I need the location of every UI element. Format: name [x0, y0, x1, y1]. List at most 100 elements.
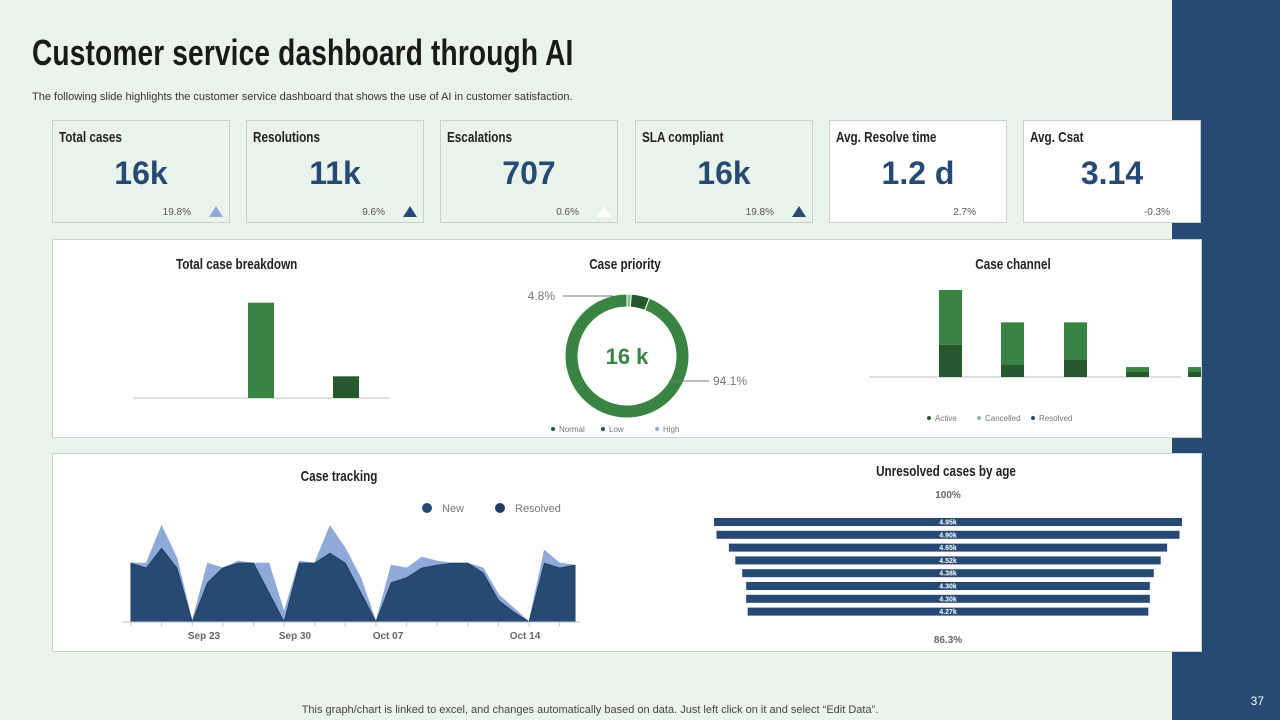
kpi-value: 16k: [697, 155, 751, 191]
channel-bar-active[interactable]: [939, 344, 962, 377]
page-subtitle: The following slide highlights the custo…: [32, 91, 573, 103]
kpi-value: 707: [502, 155, 556, 191]
legend-dot-resolved: [495, 503, 505, 513]
kpi-label: Resolutions: [253, 129, 320, 146]
unresolved-bar[interactable]: [742, 569, 1154, 578]
x-label-sep30: Sep 30: [279, 631, 312, 642]
kpi-change: 2.7%: [953, 207, 976, 218]
legend-dot: [655, 427, 659, 431]
kpi-card-total-cases[interactable]: Total cases 16k 19.8%: [52, 120, 230, 223]
breakdown-bar[interactable]: [333, 376, 359, 398]
legend-resolved: Resolved: [515, 503, 561, 515]
kpi-card-avg-csat[interactable]: Avg. Csat 3.14 -0.3%: [1023, 120, 1201, 223]
legend-active: Active: [935, 414, 957, 423]
channel-legend: Active Cancelled Resolved: [927, 414, 1072, 423]
legend-low: Low: [609, 425, 624, 434]
kpi-card-resolutions[interactable]: Resolutions 11k 9.6%: [246, 120, 424, 223]
tracking-chart: New Resolved Sep 23 Sep 30 Oct 07 Oct 14: [123, 503, 580, 642]
unresolved-bar-label: 4.52k: [939, 558, 957, 565]
x-label-oct07: Oct 07: [373, 631, 404, 642]
priority-label-small: 4.8%: [528, 289, 556, 303]
area-series-resolved: [130, 547, 576, 624]
chart-title-channel: Case channel: [975, 256, 1051, 273]
kpi-value: 11k: [309, 155, 361, 191]
breakdown-chart: [133, 302, 389, 399]
unresolved-chart: 100% 4.95k 4.90k 4.65k 4.52k 4.38k 4.30k 4.30k…: [714, 490, 1182, 646]
trend-up-icon: [403, 206, 417, 217]
charts-panel-bottom: Case tracking Unresolved cases by age Ne…: [52, 453, 1202, 652]
unresolved-bar[interactable]: [746, 594, 1150, 603]
kpi-label: Escalations: [447, 129, 513, 146]
kpi-change: -0.3%: [1143, 207, 1170, 218]
x-label-oct14: Oct 14: [510, 631, 541, 642]
channel-bar-resolved[interactable]: [1126, 367, 1149, 373]
legend-new: New: [442, 503, 464, 515]
kpi-label: SLA compliant: [642, 129, 724, 146]
kpi-value: 3.14: [1080, 155, 1144, 191]
unresolved-bar[interactable]: [747, 607, 1149, 616]
legend-high: High: [663, 425, 679, 434]
x-label-sep23: Sep 23: [188, 631, 221, 642]
legend-dot: [551, 427, 555, 431]
footer-text: This graph/chart is linked to excel, and…: [301, 704, 879, 716]
legend-dot: [977, 416, 981, 420]
kpi-label: Avg. Csat: [1030, 129, 1084, 146]
kpi-value: 16k: [114, 155, 168, 191]
legend-resolved: Resolved: [1039, 414, 1072, 423]
channel-bar-active[interactable]: [1188, 372, 1201, 377]
kpi-change: 9.6%: [362, 207, 385, 218]
unresolved-bar-label: 4.30k: [939, 596, 957, 603]
legend-normal: Normal: [559, 425, 585, 434]
page-title: Customer service dashboard through AI: [32, 32, 574, 73]
kpi-change: 19.8%: [745, 207, 774, 218]
legend-dot: [927, 416, 931, 420]
unresolved-bar[interactable]: [746, 582, 1150, 590]
channel-bar-resolved[interactable]: [939, 290, 962, 345]
footer-note: This graph/chart is linked to excel, and…: [0, 704, 1280, 716]
unresolved-bar-label: 4.90k: [939, 532, 957, 539]
unresolved-bar[interactable]: [728, 543, 1168, 552]
kpi-value: 1.2 d: [881, 155, 955, 191]
channel-bar-resolved[interactable]: [1001, 322, 1024, 365]
unresolved-bar[interactable]: [714, 518, 1182, 526]
charts-panel-top: Total case breakdown Case priority Case …: [52, 239, 1202, 438]
trend-up-icon: [209, 206, 223, 217]
priority-label-large: 94.1%: [713, 374, 747, 388]
chart-title-tracking: Case tracking: [300, 468, 378, 485]
channel-bar-active[interactable]: [1001, 364, 1024, 377]
priority-center-label: 16 k: [606, 344, 650, 369]
legend-dot: [601, 427, 605, 431]
legend-cancelled: Cancelled: [985, 414, 1021, 423]
channel-bar-resolved[interactable]: [1188, 367, 1201, 373]
chart-title-unresolved: Unresolved cases by age: [876, 463, 1016, 480]
kpi-change: 0.6%: [556, 207, 579, 218]
kpi-label: Total cases: [59, 129, 122, 146]
legend-dot: [1031, 416, 1035, 420]
kpi-label: Avg. Resolve time: [836, 129, 937, 146]
unresolved-bar-label: 4.65k: [939, 545, 957, 552]
channel-bar-active[interactable]: [1126, 372, 1149, 377]
trend-up-icon: [792, 206, 806, 217]
channel-bar-resolved[interactable]: [1064, 322, 1087, 360]
unresolved-bar-label: 4.95k: [939, 520, 957, 527]
chart-title-breakdown: Total case breakdown: [175, 256, 298, 273]
unresolved-top-label: 100%: [935, 490, 961, 501]
kpi-change: 19.8%: [162, 207, 191, 218]
priority-chart: 16 k 4.8% 94.1% Normal Low High: [528, 289, 748, 434]
unresolved-bar[interactable]: [735, 556, 1161, 565]
unresolved-bar-label: 4.30k: [939, 584, 957, 591]
kpi-card-escalations[interactable]: Escalations 707 0.6%: [440, 120, 618, 223]
unresolved-bar[interactable]: [716, 530, 1180, 539]
unresolved-bottom-label: 86.3%: [934, 635, 962, 646]
priority-legend: Normal Low High: [551, 425, 679, 434]
breakdown-bar[interactable]: [248, 302, 274, 398]
channel-bar-active[interactable]: [1064, 359, 1087, 377]
kpi-card-avg-resolve-time[interactable]: Avg. Resolve time 1.2 d 2.7%: [829, 120, 1007, 223]
page-number: 37: [1250, 694, 1264, 708]
trend-up-icon: [597, 206, 611, 217]
priority-slice[interactable]: [564, 293, 690, 419]
kpi-card-sla-compliant[interactable]: SLA compliant 16k 19.8%: [635, 120, 813, 223]
unresolved-bar-label: 4.27k: [939, 609, 957, 616]
chart-title-priority: Case priority: [589, 256, 661, 273]
legend-dot-new: [422, 503, 432, 513]
